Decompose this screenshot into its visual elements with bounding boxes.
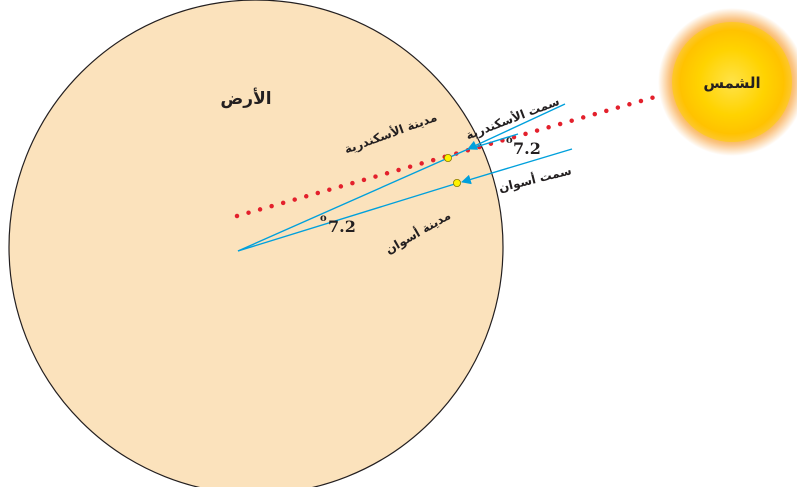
alexandria-marker (443, 153, 452, 162)
radius-to-alexandria (237, 149, 467, 252)
sun-ray-to-aswan (461, 148, 573, 185)
angle-at-surface-degree: o (506, 135, 513, 146)
angle-at-center-label: 7.2 (328, 217, 356, 236)
aswan-marker (452, 178, 461, 187)
angle-at-center-degree: o (320, 213, 327, 224)
angle-at-surface-label: 7.2 (513, 139, 541, 158)
radius-to-aswan (237, 182, 459, 252)
sun-ray-dotted-line (234, 92, 665, 219)
sun-label: الشمس (703, 74, 760, 92)
sun-disc (672, 22, 792, 142)
earth-label: الأرض (220, 88, 271, 109)
sun-ray-to-alexandria (467, 103, 566, 150)
